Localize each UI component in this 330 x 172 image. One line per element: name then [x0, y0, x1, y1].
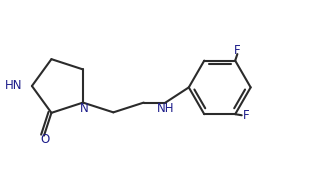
Text: HN: HN	[5, 79, 22, 92]
Text: NH: NH	[157, 102, 175, 115]
Text: O: O	[41, 133, 50, 146]
Text: F: F	[243, 109, 249, 122]
Text: F: F	[234, 44, 241, 57]
Text: N: N	[80, 101, 88, 115]
